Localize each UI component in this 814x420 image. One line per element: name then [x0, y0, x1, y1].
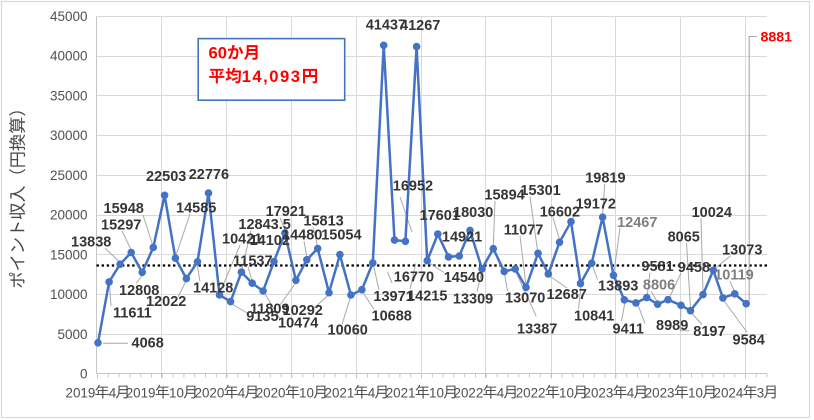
svg-text:15297: 15297 [101, 218, 141, 234]
svg-text:12808: 12808 [119, 283, 159, 299]
svg-text:25000: 25000 [50, 168, 88, 183]
svg-text:10688: 10688 [372, 308, 412, 324]
svg-text:12467: 12467 [617, 215, 657, 231]
svg-text:16770: 16770 [394, 270, 434, 286]
svg-text:11611: 11611 [113, 305, 152, 321]
svg-text:19172: 19172 [576, 196, 616, 212]
svg-text:17921: 17921 [266, 204, 306, 220]
svg-text:17601: 17601 [420, 208, 460, 224]
svg-text:15948: 15948 [104, 201, 144, 217]
svg-text:20000: 20000 [50, 208, 88, 223]
svg-text:2024: 2024 [714, 385, 744, 400]
svg-text:10292: 10292 [283, 303, 323, 319]
svg-text:19819: 19819 [585, 171, 625, 187]
svg-text:30000: 30000 [50, 128, 88, 143]
svg-text:22776: 22776 [189, 167, 229, 183]
svg-text:2021: 2021 [386, 385, 416, 400]
svg-text:45000: 45000 [50, 9, 88, 24]
svg-text:14540: 14540 [444, 270, 484, 286]
svg-text:3: 3 [757, 385, 764, 400]
svg-text:14,093: 14,093 [242, 67, 302, 86]
svg-text:12843.5: 12843.5 [238, 217, 290, 233]
svg-text:9411: 9411 [613, 321, 644, 337]
svg-text:10060: 10060 [328, 322, 368, 338]
svg-text:15894: 15894 [484, 188, 524, 204]
svg-text:10421: 10421 [222, 231, 262, 247]
svg-text:15813: 15813 [303, 214, 343, 230]
svg-text:10: 10 [559, 385, 574, 400]
svg-text:9135: 9135 [246, 309, 278, 325]
svg-text:12687: 12687 [547, 287, 587, 303]
svg-text:35000: 35000 [50, 88, 88, 103]
svg-text:40000: 40000 [50, 49, 88, 64]
svg-text:10841: 10841 [574, 308, 614, 324]
svg-text:4: 4 [109, 385, 117, 400]
svg-text:2021: 2021 [325, 385, 355, 400]
svg-text:13838: 13838 [71, 234, 111, 250]
svg-text:14215: 14215 [407, 288, 447, 304]
svg-text:2022: 2022 [516, 385, 546, 400]
svg-text:11809: 11809 [250, 302, 290, 318]
svg-text:10024: 10024 [692, 205, 732, 221]
svg-text:4: 4 [368, 385, 376, 400]
svg-text:2023: 2023 [645, 385, 675, 400]
svg-text:16952: 16952 [393, 178, 433, 194]
svg-text:15054: 15054 [321, 227, 361, 243]
svg-text:14128: 14128 [193, 281, 233, 297]
svg-text:14480: 14480 [282, 227, 322, 243]
svg-text:41267: 41267 [400, 18, 440, 34]
svg-text:0: 0 [80, 367, 88, 382]
svg-text:9581: 9581 [641, 259, 673, 275]
svg-text:2019: 2019 [126, 385, 156, 400]
svg-text:11537: 11537 [233, 254, 273, 270]
svg-text:2020: 2020 [195, 385, 225, 400]
svg-text:10119: 10119 [714, 268, 754, 284]
svg-text:2022: 2022 [454, 385, 484, 400]
svg-text:14921: 14921 [442, 229, 482, 245]
svg-text:15000: 15000 [50, 247, 88, 262]
svg-text:11077: 11077 [504, 223, 544, 239]
svg-text:14102: 14102 [250, 233, 290, 249]
svg-text:13971: 13971 [373, 289, 413, 305]
svg-text:10000: 10000 [50, 287, 88, 302]
svg-text:15301: 15301 [520, 183, 560, 199]
svg-text:41437: 41437 [366, 17, 406, 33]
svg-text:4: 4 [627, 385, 635, 400]
svg-text:13387: 13387 [517, 321, 557, 337]
svg-text:22503: 22503 [146, 169, 186, 185]
svg-text:4: 4 [497, 385, 505, 400]
svg-text:16602: 16602 [540, 205, 580, 221]
svg-text:10: 10 [169, 385, 184, 400]
svg-text:8197: 8197 [693, 324, 725, 340]
svg-text:10474: 10474 [278, 316, 318, 332]
svg-text:13073: 13073 [722, 243, 762, 259]
svg-text:13893: 13893 [598, 279, 638, 295]
svg-text:18030: 18030 [453, 205, 493, 221]
svg-text:2023: 2023 [584, 385, 614, 400]
svg-text:8806: 8806 [643, 278, 675, 294]
svg-text:13070: 13070 [505, 290, 545, 306]
svg-text:2019: 2019 [66, 385, 96, 400]
svg-text:10: 10 [429, 385, 444, 400]
svg-text:9584: 9584 [733, 332, 765, 348]
svg-text:5000: 5000 [57, 327, 87, 342]
svg-text:4: 4 [238, 385, 246, 400]
svg-text:13309: 13309 [453, 291, 493, 307]
svg-text:4068: 4068 [132, 335, 164, 351]
svg-text:8065: 8065 [668, 229, 700, 245]
svg-text:2020: 2020 [256, 385, 286, 400]
svg-text:10: 10 [299, 385, 314, 400]
svg-text:12022: 12022 [146, 294, 186, 310]
svg-text:8989: 8989 [656, 318, 688, 334]
svg-text:10: 10 [688, 385, 703, 400]
svg-text:14585: 14585 [176, 200, 216, 216]
svg-text:8881: 8881 [761, 29, 793, 45]
svg-text:9458: 9458 [678, 260, 710, 276]
svg-text:60: 60 [209, 43, 227, 62]
